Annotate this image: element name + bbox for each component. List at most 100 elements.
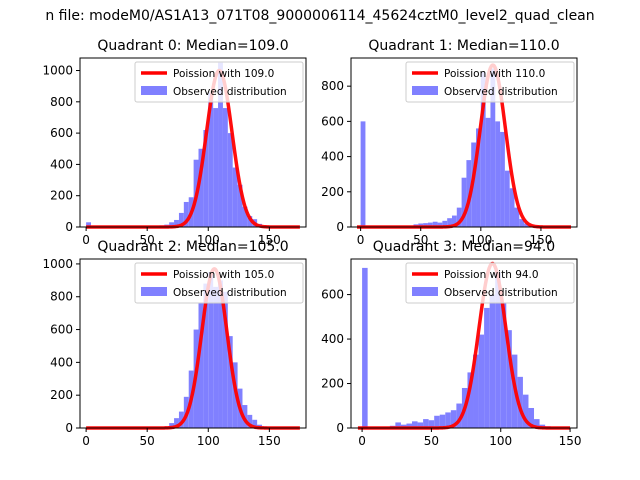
histogram-bar: [203, 129, 209, 227]
legend-entry-poisson: Poission with 105.0: [173, 269, 274, 281]
histogram-bar: [412, 421, 418, 428]
histogram-bar: [439, 414, 446, 428]
x-tick-label: 50: [140, 434, 155, 448]
histogram-bar: [198, 148, 204, 227]
y-tick-label: 1000: [42, 257, 73, 271]
panel-quadrant-3: 0 50 100 150 0 200 400 600 Quadrant 3: Median=94…: [321, 239, 581, 448]
y-tick-label: 0: [336, 220, 344, 234]
y-tick-label: 400: [50, 355, 73, 369]
x-tick-label: 50: [424, 434, 439, 448]
histogram-bar: [218, 280, 223, 428]
histogram-bar: [208, 92, 214, 227]
histogram-bar: [504, 170, 510, 227]
legend-entry-poisson: Poission with 94.0: [444, 269, 539, 281]
y-tick-label: 200: [321, 377, 344, 391]
histogram-bar: [208, 272, 214, 428]
histogram-bar: [418, 223, 424, 227]
x-tick-label: 100: [489, 434, 512, 448]
histogram-bar: [445, 412, 451, 428]
histogram-bar: [442, 220, 448, 227]
panel-quadrant-0: 0 50 100 150 0 200 400 600 800 1000 Quadrant 0: Me…: [42, 38, 307, 247]
y-tick-label: 0: [336, 421, 344, 435]
histogram-bar: [485, 117, 491, 227]
histogram-bar: [456, 207, 462, 227]
legend-bar-swatch: [412, 287, 438, 296]
legend-bar-swatch: [141, 287, 167, 296]
panel-title: Quadrant 3: Median=94.0: [373, 239, 555, 255]
x-tick-label: 150: [258, 233, 281, 247]
x-tick-label: 100: [197, 233, 220, 247]
y-tick-label: 200: [321, 185, 344, 199]
histogram-bar: [480, 72, 486, 227]
histogram-bar: [427, 222, 433, 227]
x-tick-label: 50: [413, 233, 428, 247]
histogram-bar: [178, 212, 184, 227]
legend-box: [405, 61, 575, 103]
histogram-bar: [183, 201, 189, 227]
histogram-bar: [528, 407, 535, 428]
histogram-bar: [476, 128, 481, 227]
histogram-bar: [534, 419, 540, 428]
histogram-bar: [495, 272, 501, 428]
histogram-bar: [218, 62, 223, 227]
x-tick-label: 0: [358, 434, 366, 448]
y-tick-label: 600: [50, 126, 73, 140]
x-tick-label: 150: [529, 233, 552, 247]
histogram-bar: [86, 222, 91, 227]
legend-box: [134, 262, 304, 304]
x-tick-label: 150: [258, 434, 281, 448]
axes-frame: [79, 258, 307, 429]
histogram-bar: [451, 215, 457, 227]
histogram-bar: [213, 286, 219, 428]
histogram-bar: [484, 307, 490, 428]
axes-frame: [350, 258, 578, 429]
histogram-bar: [519, 219, 525, 227]
histogram-bar: [406, 423, 413, 428]
histogram-bar: [495, 121, 501, 227]
histogram-bar: [247, 414, 253, 428]
y-tick-label: 800: [321, 79, 344, 93]
histogram-bar: [174, 219, 179, 227]
axes-frame: [350, 57, 578, 228]
y-tick-label: 0: [65, 421, 73, 435]
histogram-bar: [227, 336, 233, 428]
histogram-bar: [222, 291, 228, 428]
legend-entry-poisson: Poission with 110.0: [444, 68, 545, 80]
histogram-bar: [423, 419, 429, 428]
x-tick-label: 100: [469, 233, 492, 247]
histogram-bar: [222, 108, 228, 227]
legend-box: [405, 262, 575, 304]
legend-entry-observed: Observed distribution: [173, 86, 287, 98]
histogram-bar: [522, 394, 529, 428]
histogram-bar: [467, 372, 474, 428]
histogram-bar: [252, 419, 258, 428]
histogram-bar: [524, 223, 529, 227]
histogram-bar: [360, 121, 366, 227]
histogram-bar: [169, 423, 175, 428]
y-tick-label: 400: [50, 157, 73, 171]
y-tick-label: 600: [50, 323, 73, 337]
histogram-bar: [178, 411, 184, 428]
x-tick-label: 0: [357, 233, 365, 247]
panel-quadrant-1: 0 50 100 150 0 200 400 600 800 Quadrant 1: Median…: [321, 38, 578, 247]
legend-entry-observed: Observed distribution: [444, 86, 558, 98]
axes-frame: [79, 57, 307, 228]
histogram-bar: [473, 354, 479, 428]
histogram-bar: [174, 418, 179, 428]
histogram-bar: [478, 334, 485, 428]
y-tick-label: 800: [50, 95, 73, 109]
histogram-bar: [247, 216, 253, 227]
histogram-bar: [432, 221, 438, 227]
histogram-bar: [489, 294, 496, 428]
histogram-bar: [456, 403, 462, 428]
legend-entry-observed: Observed distribution: [444, 287, 558, 299]
y-tick-label: 200: [50, 189, 73, 203]
y-tick-label: 0: [65, 220, 73, 234]
x-tick-label: 50: [140, 233, 155, 247]
histogram-bar: [423, 223, 428, 227]
panel-title: Quadrant 1: Median=110.0: [368, 38, 559, 54]
y-tick-label: 400: [321, 150, 344, 164]
histogram-bar: [514, 207, 520, 227]
histogram-bar: [227, 133, 233, 227]
